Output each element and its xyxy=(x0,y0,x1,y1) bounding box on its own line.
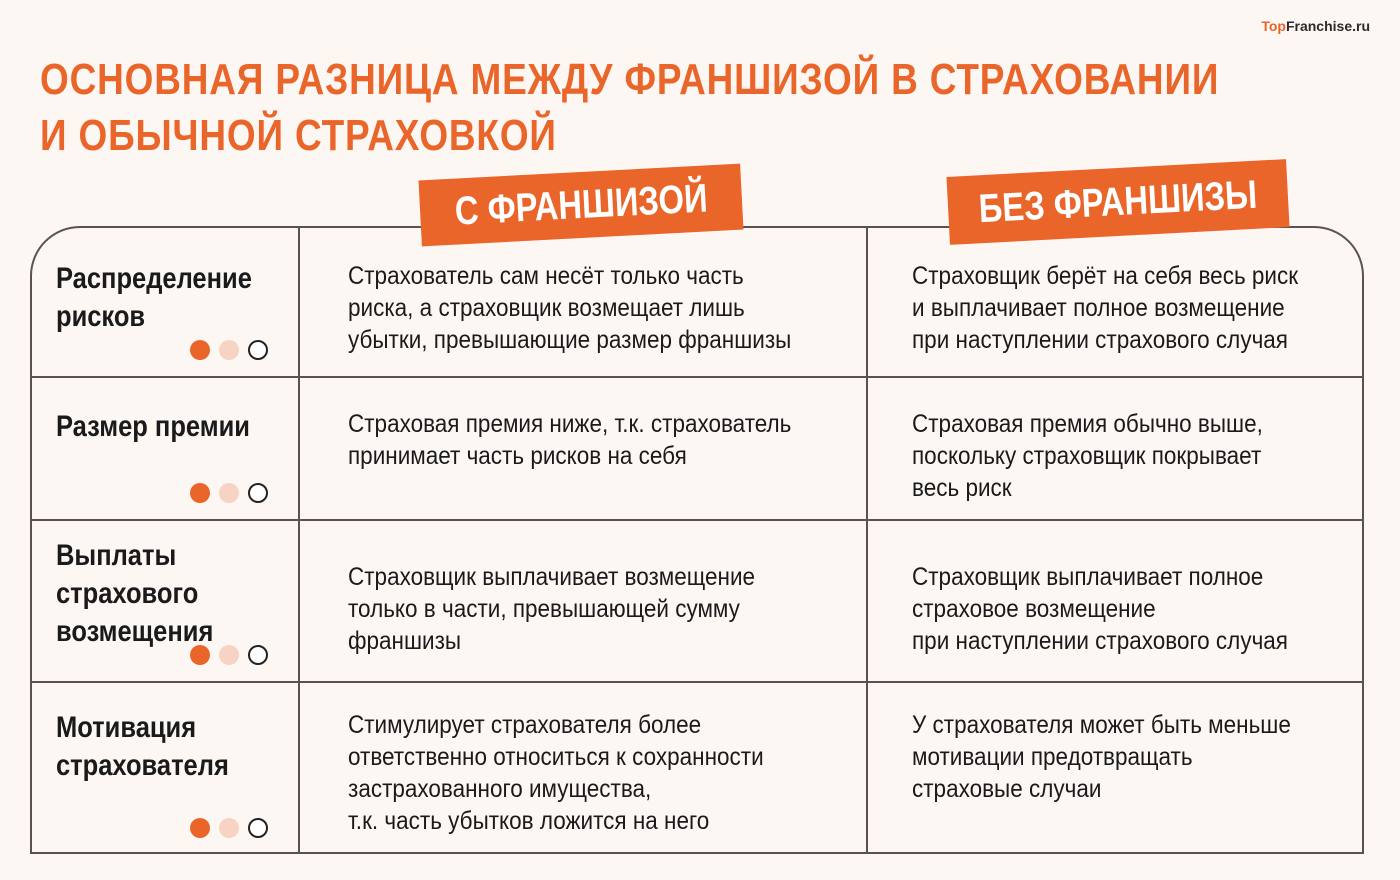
dot-icon xyxy=(248,340,268,360)
cell-without: Страховщик берёт на себя весь риск и выпл… xyxy=(912,262,1299,354)
rating-dots xyxy=(190,483,268,503)
rating-dots xyxy=(190,340,268,360)
dot-icon xyxy=(219,483,239,503)
row-divider xyxy=(32,681,1362,683)
dot-icon xyxy=(248,818,268,838)
cell-with: Страхователь сам несёт только часть риска… xyxy=(348,262,792,354)
row-divider xyxy=(32,376,1362,378)
row-divider xyxy=(32,519,1362,521)
dot-icon xyxy=(219,340,239,360)
topfranchise-logo: TopFranchise.ru xyxy=(1261,18,1370,34)
row-label: Мотивация страхователя xyxy=(56,711,229,782)
cell-with: Стимулирует страхователя более ответствен… xyxy=(348,711,764,835)
cell-without: Страховщик выплачивает полное страховое в… xyxy=(912,563,1288,655)
dot-icon xyxy=(219,818,239,838)
column-divider xyxy=(866,228,868,852)
row-label: Распределение рисков xyxy=(56,262,252,333)
dot-icon xyxy=(190,818,210,838)
dot-icon xyxy=(190,483,210,503)
cell-with: Страховщик выплачивает возмещение только … xyxy=(348,563,756,655)
comparison-table: Распределение рисков Страхователь сам несё… xyxy=(30,226,1364,854)
dot-icon xyxy=(190,340,210,360)
dot-icon xyxy=(248,645,268,665)
cell-without: Страховая премия обычно выше, поскольку с… xyxy=(912,410,1263,502)
cell-without: У страхователя может быть меньше мотиваци… xyxy=(912,711,1291,803)
rating-dots xyxy=(190,645,268,665)
row-label: Размер премии xyxy=(56,410,250,443)
row-label: Выплаты страхового возмещения xyxy=(56,539,214,648)
cell-with: Страховая премия ниже, т.к. страхователь… xyxy=(348,410,792,470)
dot-icon xyxy=(190,645,210,665)
rating-dots xyxy=(190,818,268,838)
dot-icon xyxy=(248,483,268,503)
dot-icon xyxy=(219,645,239,665)
column-divider xyxy=(298,228,300,852)
page-title: Основная разница между франшизой в страх… xyxy=(40,55,1220,160)
